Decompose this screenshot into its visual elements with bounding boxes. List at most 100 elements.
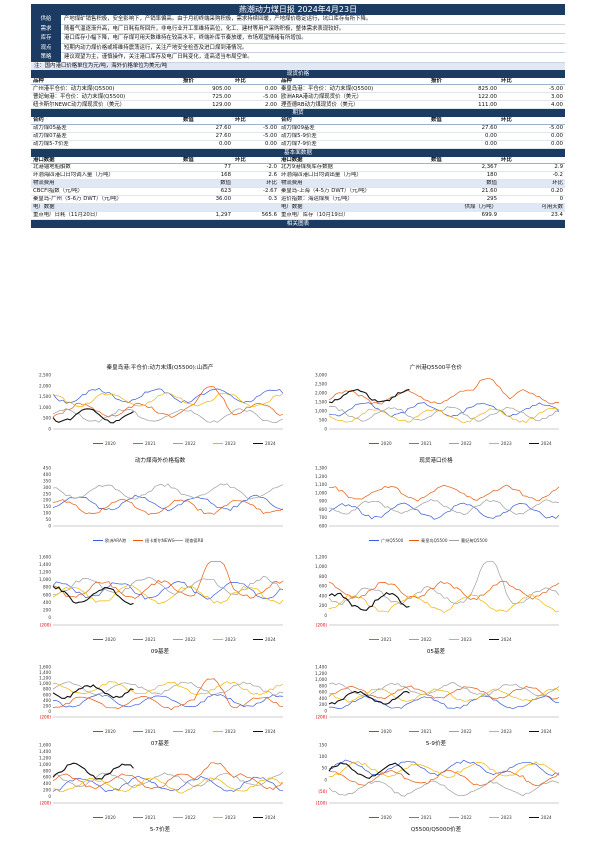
cell-r-chg: 可用天数 xyxy=(499,203,565,213)
y-tick-label: 600 xyxy=(319,584,327,589)
table-row: 纽卡斯尔NEWC动力煤现货价（美元） 129.00 2.00 理查德RB动力煤现货价（… xyxy=(31,100,565,110)
cell-l-chg: 0.00 xyxy=(233,84,279,94)
y-tick-label: 400 xyxy=(43,698,51,703)
table-row: 动力煤05基差 27.60 -5.00 动力煤09基差 27.60 -5.00 xyxy=(31,124,565,133)
table-row: 重点电厂日耗（11月20日） 1,297 565.6 重点电厂库存（10月19日） 69… xyxy=(31,211,565,221)
cell-l-chg: -2.0 xyxy=(233,163,279,173)
cell-l-chg: 2.6 xyxy=(233,171,279,181)
chart-panel: 现货港口价格 1,300 1,200 1,100 1,000 900 800 700 600 广州… xyxy=(307,456,565,548)
chart-title: 秦皇岛港:平仓价:动力末煤(Q5500):山西产 xyxy=(106,365,214,371)
legend-label: 2020 xyxy=(381,815,392,820)
legend-label: 2020 xyxy=(105,729,116,734)
table-row: 物流费用 数值 环比 物流费用 数值 环比 xyxy=(31,179,565,189)
chart-panel: 秦皇岛港:平仓价:动力末煤(Q5500):山西产 2,500 2,000 1,500 1… xyxy=(31,363,289,451)
series-line xyxy=(328,682,560,697)
cell-l-val: 0.00 xyxy=(181,140,233,149)
cell-r-name: 理查德RB动力煤现货价（美元） xyxy=(279,100,429,110)
y-tick-label: 1,000 xyxy=(39,577,51,582)
cell-l-val: 27.60 xyxy=(181,132,233,141)
y-tick-label: 1,000 xyxy=(315,564,327,569)
series-line xyxy=(328,406,560,422)
cell-r-name: 物流费用 xyxy=(279,179,429,189)
legend-label: 2021 xyxy=(145,441,156,446)
cell-r-price: 825.00 xyxy=(429,84,499,94)
legend-label: 欧洲ARA港 xyxy=(105,537,127,544)
cell-r-price: 122.00 xyxy=(429,92,499,102)
fund-col-name-left: 港口数据 xyxy=(31,156,181,165)
legend-label: 理查德RB xyxy=(185,537,203,544)
y-tick-label: 50 xyxy=(46,517,52,522)
chart-caption: 5-7价差 xyxy=(149,827,171,833)
legend-label: 2020 xyxy=(381,441,392,446)
y-tick-label: 1,400 xyxy=(39,749,51,754)
series-line xyxy=(328,593,560,613)
summary-key: 观点 xyxy=(31,43,61,53)
legend-label: 2021 xyxy=(381,637,392,642)
legend-label: 2020 xyxy=(381,729,392,734)
series-line xyxy=(328,687,560,703)
report-title: 燕潮动力煤日报 2024年4月23日 xyxy=(31,4,565,15)
legend-label: 2022 xyxy=(461,441,472,446)
y-tick-label: 2,000 xyxy=(39,383,51,388)
chart-panel: 1,600 1,400 1,200 1,000 800 600 400 200 0 (200) 20… xyxy=(31,663,289,747)
futures-section-title: 期货 xyxy=(31,109,565,118)
summary-row: 供给 产地煤矿销售积极，安全影响下，产销率偏高。由于月初终端采购积极，需求持续回暖… xyxy=(31,15,565,25)
y-tick-label: 600 xyxy=(319,690,327,695)
series-line xyxy=(52,585,134,606)
cell-r-name: 秦皇岛港：平仓价：动力末煤(Q5500) xyxy=(279,84,429,94)
summary-row: 需求 随着气温逐渐升高，电厂日耗有所回升，非电行业开工率维持高位，化工、建材等用户… xyxy=(31,24,565,35)
y-tick-label: 700 xyxy=(319,515,327,520)
chart-plot: 3,000 2,500 2,000 1,500 1,000 500 0 2020 2021 202… xyxy=(315,373,560,446)
summary-row: 策略 建议观望为主，谨慎操作，关注港口库存及电厂日耗变化，逢高适当布局空单。 xyxy=(31,52,565,63)
series-line xyxy=(329,695,560,710)
cell-r-val: 699.9 xyxy=(429,211,499,221)
series-line xyxy=(328,499,560,516)
spot-table: 品种 报价 环比 品种 报价 环比 广州港平仓价：动力末煤(Q5500) 905.… xyxy=(31,77,565,110)
chart-panel: 1,200 1,000 800 600 400 200 0 (200) 2021 2022 2023… xyxy=(307,553,565,655)
y-tick-label: 150 xyxy=(319,743,327,748)
legend-label: 2023 xyxy=(225,637,236,642)
y-tick-label: 1,200 xyxy=(315,555,327,560)
series-line xyxy=(52,584,284,605)
series-line xyxy=(52,392,284,408)
cell-r-name: 运价指数：海运煤炭（元/吨） xyxy=(279,195,429,205)
y-tick-label: 600 xyxy=(43,592,51,597)
cell-r-chg: 0.00 xyxy=(499,140,565,149)
cell-l-name: 重点电厂日耗（11月20日） xyxy=(31,211,181,221)
cell-r-chg: 0 xyxy=(499,195,565,205)
legend-label: 2021 xyxy=(145,729,156,734)
y-tick-label: 1,500 xyxy=(39,394,51,399)
cell-l-name: CBCFI指数（元/吨） xyxy=(31,187,181,197)
cell-r-name: 环渤海四港口日均调出量（万吨） xyxy=(279,171,429,181)
y-tick-label: 200 xyxy=(43,703,51,708)
table-row: 曹妃甸港：平仓价：动力末煤(Q5500) 725.00 -5.00 欧洲ARA港动力煤… xyxy=(31,92,565,102)
cell-r-name: 动力煤5-9价差 xyxy=(279,132,429,141)
legend-label: 2022 xyxy=(421,637,432,642)
legend-label: 2024 xyxy=(541,729,552,734)
y-tick-label: 800 xyxy=(43,585,51,590)
legend-label: 2024 xyxy=(541,815,552,820)
series-line xyxy=(329,761,560,778)
legend-label: 2021 xyxy=(421,729,432,734)
series-line xyxy=(52,408,134,424)
spot-note: 注：国内港口价格单位为元/吨，海外价格单位为美元/吨 xyxy=(31,62,565,70)
series-line xyxy=(52,408,284,424)
y-tick-label: (100) xyxy=(316,801,328,806)
cell-r-val: 295 xyxy=(429,195,499,205)
series-line xyxy=(328,759,560,777)
legend-label: 2022 xyxy=(185,729,196,734)
summary-key: 策略 xyxy=(31,52,61,63)
y-tick-label: 0 xyxy=(324,708,327,713)
fund-col-change-left: 环比 xyxy=(233,156,279,165)
cell-r-val: 180 xyxy=(429,171,499,181)
cell-l-chg: -5.00 xyxy=(233,124,279,133)
series-line xyxy=(328,378,560,405)
cell-l-chg: -2.67 xyxy=(233,187,279,197)
y-tick-label: 900 xyxy=(319,499,327,504)
cell-r-val: 供煤（万吨） xyxy=(429,203,499,213)
y-tick-label: 200 xyxy=(319,702,327,707)
y-tick-label: 800 xyxy=(319,507,327,512)
cell-l-price: 905.00 xyxy=(181,84,233,94)
